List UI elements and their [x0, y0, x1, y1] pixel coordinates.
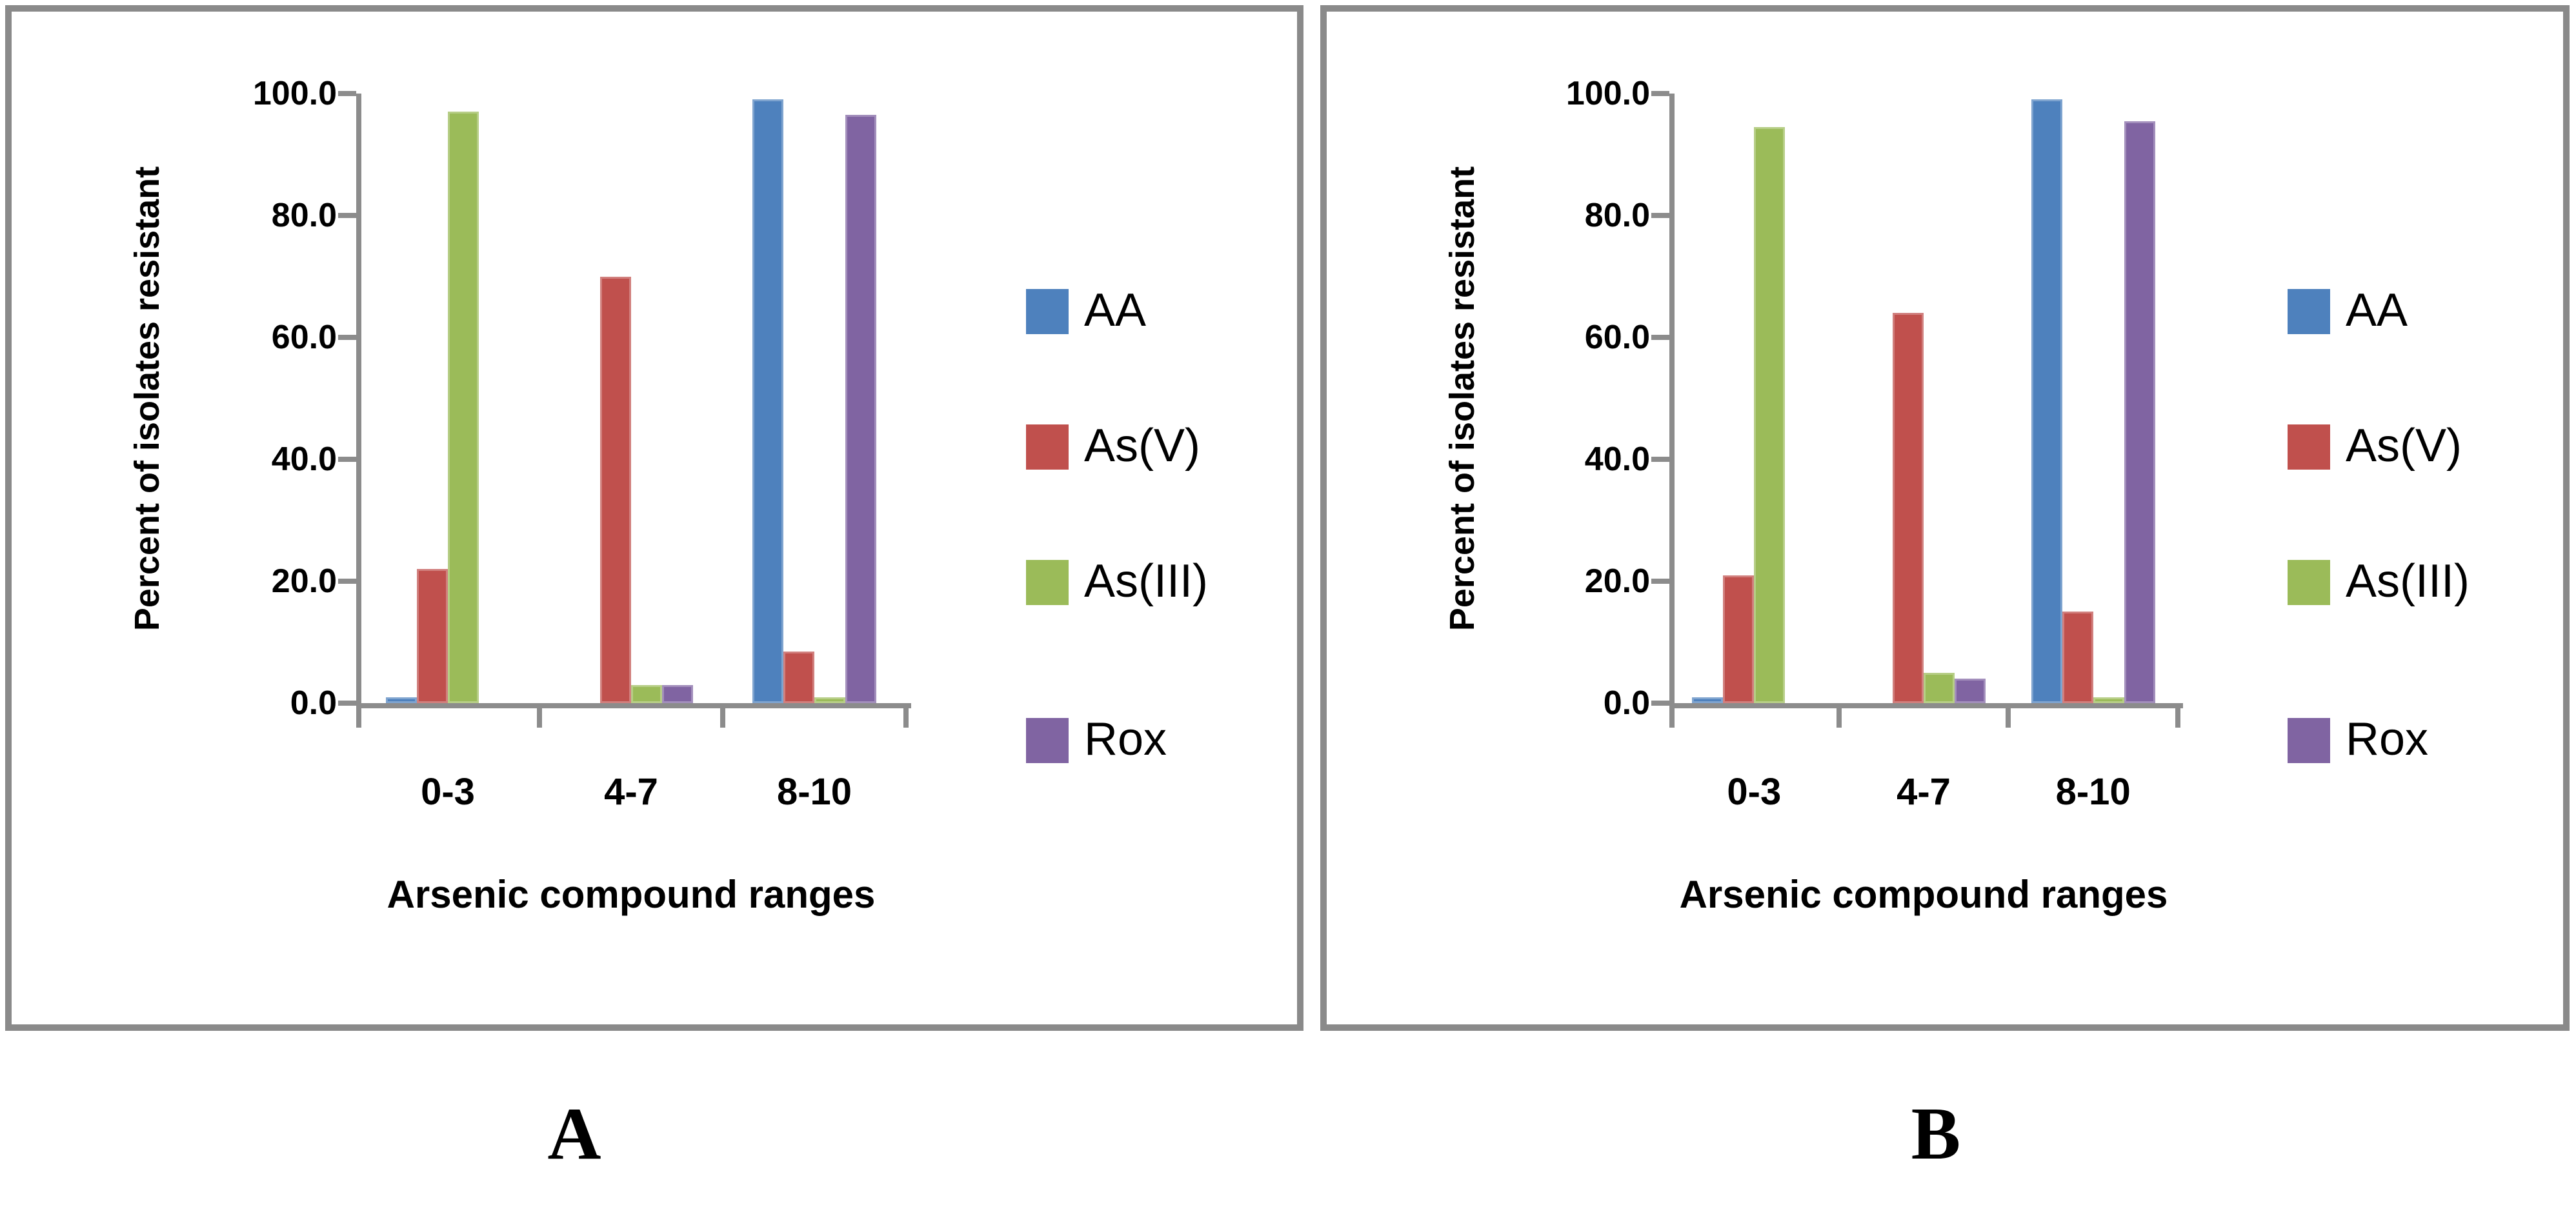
x-category-label: 4-7 [1897, 771, 1951, 813]
y-axis-line [1669, 94, 1675, 728]
bar-rox-8-10 [2124, 121, 2155, 703]
x-category-label: 4-7 [604, 771, 658, 813]
y-tick-label: 80.0 [1584, 197, 1650, 234]
legend-label-rox: Rox [1084, 713, 1167, 765]
x-tick [537, 708, 542, 728]
y-tick [1651, 457, 1669, 462]
x-category-label: 8-10 [776, 771, 852, 813]
y-tick [1651, 335, 1669, 340]
legend-swatch-as-v [1026, 424, 1069, 470]
y-tick [1651, 213, 1669, 218]
bar-as-v-8-10 [783, 651, 814, 703]
y-tick [338, 91, 356, 96]
y-tick-label: 40.0 [1584, 441, 1650, 478]
legend-label-as-iii: As(III) [2346, 555, 2470, 607]
x-axis-line [1669, 703, 2183, 708]
legend-swatch-as-iii [2288, 560, 2330, 605]
bar-rox-4-7 [1955, 679, 1986, 703]
bar-aa-8-10 [752, 99, 783, 703]
y-axis-title: Percent of isolates resistant [128, 166, 166, 632]
y-tick [338, 701, 356, 706]
x-category-label: 0-3 [421, 771, 475, 813]
y-tick-label: 60.0 [1584, 319, 1650, 356]
y-tick-label: 100.0 [252, 75, 337, 112]
legend-swatch-rox [1026, 718, 1069, 763]
bar-as-iii-4-7 [631, 684, 662, 703]
x-category-label: 8-10 [2055, 771, 2131, 813]
y-axis-line [356, 94, 361, 728]
y-tick [1651, 579, 1669, 584]
y-tick-label: 40.0 [271, 441, 337, 478]
bar-rox-8-10 [845, 115, 876, 703]
x-tick [720, 708, 725, 728]
legend-label-as-iii: As(III) [1084, 555, 1208, 607]
y-axis-title: Percent of isolates resistant [1443, 166, 1482, 632]
bar-aa-0-3 [386, 697, 417, 703]
y-tick-label: 0.0 [290, 684, 337, 722]
y-tick-label: 80.0 [271, 197, 337, 234]
legend-swatch-as-iii [1026, 560, 1069, 605]
bar-as-iii-0-3 [448, 112, 479, 703]
panel-b: Percent of isolates resistant Arsenic co… [1320, 5, 2570, 1031]
bar-as-iii-8-10 [814, 697, 845, 703]
x-axis-line [356, 703, 911, 708]
legend-label-rox: Rox [2346, 713, 2429, 765]
x-tick [903, 708, 909, 728]
legend-label-as-v: As(V) [2346, 420, 2462, 472]
bar-aa-8-10 [2031, 99, 2062, 703]
y-tick [1651, 701, 1669, 706]
legend-swatch-aa [2288, 289, 2330, 334]
x-category-label: 0-3 [1727, 771, 1782, 813]
legend-label-aa: AA [2346, 284, 2408, 336]
bar-as-v-0-3 [1723, 575, 1755, 703]
y-tick-label: 100.0 [1565, 75, 1650, 112]
x-tick [2175, 708, 2180, 728]
y-tick [338, 335, 356, 340]
panel-caption-a: A [547, 1093, 601, 1175]
y-tick-label: 20.0 [1584, 563, 1650, 600]
y-tick [338, 457, 356, 462]
legend-label-aa: AA [1084, 284, 1147, 336]
bar-as-v-4-7 [1893, 313, 1924, 703]
bar-as-iii-8-10 [2093, 697, 2124, 703]
x-tick [2006, 708, 2011, 728]
legend-label-as-v: As(V) [1084, 420, 1200, 472]
bar-aa-0-3 [1692, 697, 1724, 703]
bar-rox-4-7 [662, 684, 693, 703]
y-tick-label: 0.0 [1603, 684, 1650, 722]
bar-as-v-0-3 [417, 569, 448, 703]
bar-as-iii-0-3 [1754, 126, 1786, 703]
legend-swatch-aa [1026, 289, 1069, 334]
bar-as-v-8-10 [2062, 612, 2093, 703]
legend-swatch-as-v [2288, 424, 2330, 470]
panel-caption-b: B [1911, 1093, 1961, 1175]
legend-swatch-rox [2288, 718, 2330, 763]
x-axis-title: Arsenic compound ranges [1679, 873, 2168, 916]
panel-a: Percent of isolates resistant Arsenic co… [5, 5, 1303, 1031]
y-tick [1651, 91, 1669, 96]
bar-as-iii-4-7 [1924, 672, 1955, 703]
y-tick-label: 20.0 [271, 563, 337, 600]
y-tick [338, 579, 356, 584]
x-tick [1836, 708, 1842, 728]
bar-as-v-4-7 [600, 276, 631, 703]
x-axis-title: Arsenic compound ranges [387, 873, 876, 916]
y-tick-label: 60.0 [271, 319, 337, 356]
y-tick [338, 213, 356, 218]
